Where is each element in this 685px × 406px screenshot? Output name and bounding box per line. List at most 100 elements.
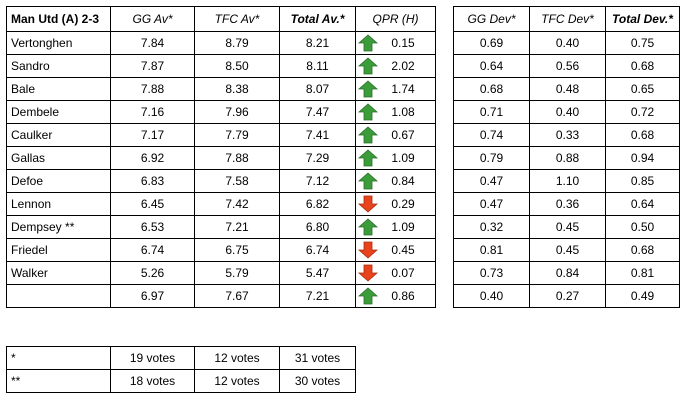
total-dev-header: Total Dev.*	[605, 6, 680, 32]
player-row: Defoe 6.83 7.58 7.12 0.84	[6, 169, 436, 193]
deviation-row: 0.47 0.36 0.64	[453, 192, 680, 216]
player-row: Bale 7.88 8.38 8.07 1.74	[6, 77, 436, 101]
total-dev-cell: 0.64	[605, 192, 680, 216]
player-row: Dembele 7.16 7.96 7.47 1.08	[6, 100, 436, 124]
deviation-row: 0.47 1.10 0.85	[453, 169, 680, 193]
player-row: Vertonghen 7.84 8.79 8.21 0.15	[6, 31, 436, 55]
votes-table: * 19 votes 12 votes 31 votes ** 18 votes 12 vo…	[6, 346, 356, 393]
votes-row: * 19 votes 12 votes 31 votes	[6, 346, 356, 370]
gg-dev-cell: 0.71	[453, 100, 530, 124]
tfc-dev-cell: 0.36	[529, 192, 606, 216]
player-row: Caulker 7.17 7.79 7.41 0.67	[6, 123, 436, 147]
total-av-cell: 7.41	[279, 123, 356, 147]
player-name: Dembele	[6, 100, 111, 124]
qpr-value: 2.02	[391, 59, 415, 73]
total-av-cell: 7.29	[279, 146, 356, 170]
gg-av-cell: 6.83	[110, 169, 195, 193]
gg-dev-cell: 0.47	[453, 169, 530, 193]
tfc-av-header: TFC Av*	[194, 6, 280, 32]
deviation-row: 0.64 0.56 0.68	[453, 54, 680, 78]
green-up-arrow-icon	[357, 287, 379, 305]
deviation-row: 0.74 0.33 0.68	[453, 123, 680, 147]
average-label-cell	[6, 284, 111, 308]
gg-dev-cell: 0.81	[453, 238, 530, 262]
tfc-dev-cell: 0.56	[529, 54, 606, 78]
tfc-dev-cell: 0.33	[529, 123, 606, 147]
qpr-value: 0.07	[391, 266, 415, 280]
total-dev-cell: 0.50	[605, 215, 680, 239]
tfc-dev-cell: 0.48	[529, 77, 606, 101]
total-av-cell: 7.47	[279, 100, 356, 124]
total-av-cell: 6.74	[279, 238, 356, 262]
player-row: Walker 5.26 5.79 5.47 0.07	[6, 261, 436, 285]
total-votes: 31 votes	[279, 346, 356, 370]
tfc-dev-cell: 0.40	[529, 100, 606, 124]
tfc-dev-cell: 0.84	[529, 261, 606, 285]
tfc-av-cell: 5.79	[194, 261, 280, 285]
qpr-change: 0.86	[356, 285, 435, 307]
qpr-cell: 2.02	[355, 54, 436, 78]
gg-av-cell: 6.92	[110, 146, 195, 170]
total-dev-cell: 0.85	[605, 169, 680, 193]
total-dev-cell: 0.68	[605, 238, 680, 262]
gg-votes: 18 votes	[110, 369, 195, 393]
player-name: Dempsey **	[6, 215, 111, 239]
total-av-cell: 7.12	[279, 169, 356, 193]
green-up-arrow-icon	[357, 80, 379, 98]
player-row: Sandro 7.87 8.50 8.11 2.02	[6, 54, 436, 78]
qpr-cell: 1.08	[355, 100, 436, 124]
qpr-change: 1.09	[356, 147, 435, 169]
tfc-dev-cell: 0.45	[529, 238, 606, 262]
gg-dev-header: GG Dev*	[453, 6, 530, 32]
green-up-arrow-icon	[357, 172, 379, 190]
qpr-cell: 1.09	[355, 215, 436, 239]
qpr-change: 2.02	[356, 55, 435, 77]
green-up-arrow-icon	[357, 149, 379, 167]
tfc-dev-cell: 1.10	[529, 169, 606, 193]
gg-dev-cell: 0.74	[453, 123, 530, 147]
player-name: Lennon	[6, 192, 111, 216]
qpr-change: 0.29	[356, 193, 435, 215]
ratings-header-row: Man Utd (A) 2-3 GG Av* TFC Av* Total Av.…	[6, 6, 436, 32]
qpr-cell: 0.07	[355, 261, 436, 285]
qpr-change: 1.09	[356, 216, 435, 238]
player-name: Sandro	[6, 54, 111, 78]
gg-av-cell: 7.16	[110, 100, 195, 124]
gg-av-average: 6.97	[110, 284, 195, 308]
tfc-dev-header: TFC Dev*	[529, 6, 606, 32]
deviation-row: 0.32 0.45 0.50	[453, 215, 680, 239]
deviation-table: GG Dev* TFC Dev* Total Dev.* 0.69 0.40 0.7…	[453, 6, 680, 308]
player-name: Gallas	[6, 146, 111, 170]
total-av-cell: 6.80	[279, 215, 356, 239]
total-dev-cell: 0.65	[605, 77, 680, 101]
qpr-cell: 1.09	[355, 146, 436, 170]
qpr-cell: 0.67	[355, 123, 436, 147]
red-down-arrow-icon	[357, 264, 379, 282]
qpr-change: 0.45	[356, 239, 435, 261]
total-av-header: Total Av.*	[279, 6, 356, 32]
tfc-dev-average: 0.27	[529, 284, 606, 308]
tfc-av-cell: 7.58	[194, 169, 280, 193]
total-dev-cell: 0.94	[605, 146, 680, 170]
player-name: Vertonghen	[6, 31, 111, 55]
player-name: Walker	[6, 261, 111, 285]
gg-av-cell: 6.45	[110, 192, 195, 216]
player-row: Lennon 6.45 7.42 6.82 0.29	[6, 192, 436, 216]
green-up-arrow-icon	[357, 126, 379, 144]
player-row: Dempsey ** 6.53 7.21 6.80 1.09	[6, 215, 436, 239]
gg-av-cell: 7.84	[110, 31, 195, 55]
gg-av-cell: 6.53	[110, 215, 195, 239]
qpr-cell: 1.74	[355, 77, 436, 101]
gg-av-cell: 7.87	[110, 54, 195, 78]
qpr-value: 0.86	[391, 289, 415, 303]
total-dev-cell: 0.75	[605, 31, 680, 55]
deviation-row: 0.68 0.48 0.65	[453, 77, 680, 101]
qpr-value: 0.15	[391, 36, 415, 50]
tfc-av-cell: 7.42	[194, 192, 280, 216]
qpr-header: QPR (H)	[355, 6, 436, 32]
qpr-value: 0.29	[391, 197, 415, 211]
tfc-dev-cell: 0.88	[529, 146, 606, 170]
qpr-value: 1.08	[391, 105, 415, 119]
tfc-votes: 12 votes	[194, 369, 280, 393]
total-av-average: 7.21	[279, 284, 356, 308]
